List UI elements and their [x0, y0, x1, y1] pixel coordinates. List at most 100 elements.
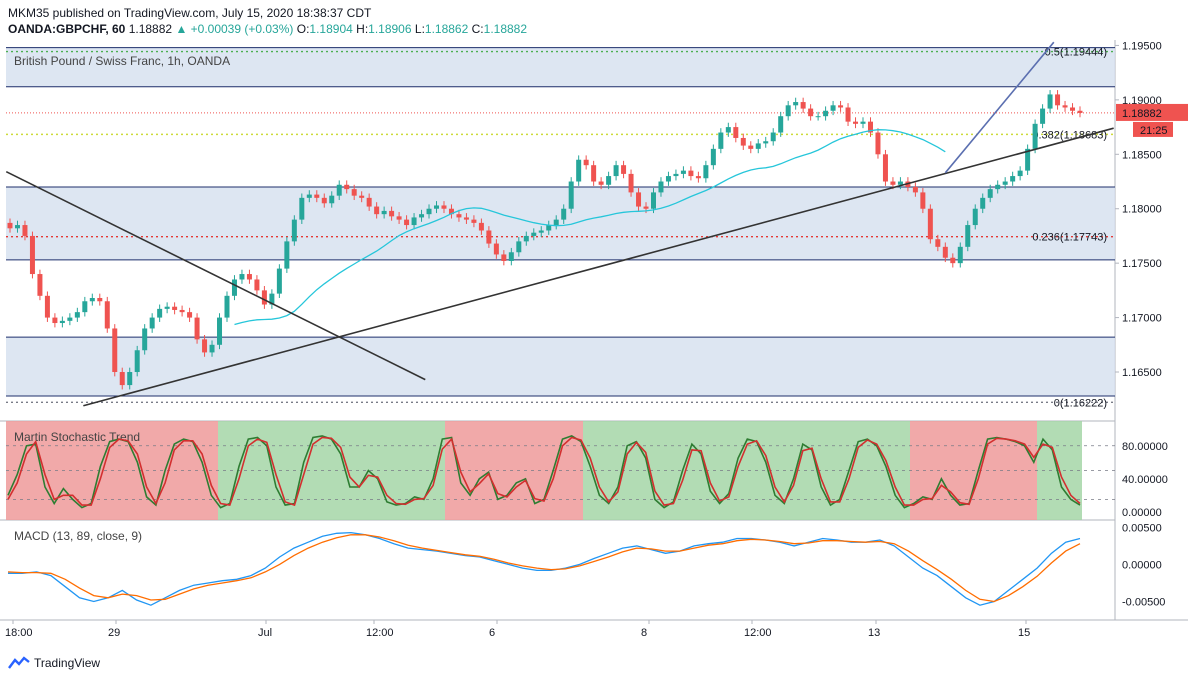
support-resistance-zone	[6, 337, 1115, 396]
candle-body	[830, 105, 836, 111]
candle-body	[1077, 110, 1083, 113]
candle-body	[823, 110, 829, 117]
open-label: O:	[296, 22, 310, 36]
stoch-series-line	[7, 436, 1081, 507]
candle-body	[463, 217, 469, 220]
candle-body	[14, 225, 20, 229]
candle-body	[478, 222, 484, 231]
candle-body	[419, 214, 425, 218]
candle-body	[882, 154, 888, 182]
candle-body	[7, 222, 13, 229]
candle-body	[89, 297, 95, 302]
candle-body	[269, 293, 275, 305]
candle-body	[942, 246, 948, 258]
fib-level-label: 0(1.16222)	[1054, 397, 1107, 409]
candle-body	[67, 317, 73, 321]
candle-body	[1062, 105, 1068, 108]
time-tick-label: 13	[868, 627, 880, 639]
candle-body	[591, 165, 597, 182]
candle-body	[359, 195, 365, 198]
candle-body	[239, 274, 245, 280]
candle-body	[838, 105, 844, 108]
candle-body	[217, 317, 223, 345]
candle-body	[808, 108, 814, 117]
ascending-trendline	[83, 127, 1114, 407]
candle-body	[501, 254, 507, 261]
candle-body	[209, 344, 215, 353]
candle-body	[516, 241, 522, 253]
candle-body	[411, 217, 417, 226]
candle-body	[531, 232, 537, 236]
time-tick-label: Jul	[258, 627, 272, 639]
candle-body	[374, 206, 380, 215]
candle-body	[1025, 148, 1031, 171]
candle-body	[224, 295, 230, 318]
candle-body	[202, 339, 208, 353]
candle-body	[636, 192, 642, 207]
support-resistance-zone	[6, 186, 1115, 260]
close-value: 1.18882	[483, 22, 528, 36]
candle-body	[284, 241, 290, 269]
candle-body	[561, 208, 567, 220]
candle-body	[306, 194, 312, 198]
candle-body	[658, 181, 664, 193]
candle-body	[875, 132, 881, 155]
time-tick-label: 15	[1018, 627, 1030, 639]
time-tick-label: 18:00	[5, 627, 33, 639]
pane-title: British Pound / Swiss Franc, 1h, OANDA	[14, 54, 230, 68]
candle-body	[486, 230, 492, 244]
fib-level-label: 0.5(1.19444)	[1045, 47, 1107, 59]
stoch-tick-label: 0.00000	[1122, 507, 1162, 519]
price-tick-label: 1.17500	[1122, 258, 1162, 270]
candle-body	[291, 219, 297, 242]
high-value: 1.18906	[368, 22, 412, 36]
candle-body	[261, 290, 267, 305]
candle-body	[763, 141, 769, 144]
candle-body	[351, 189, 357, 196]
countdown-tag-text: 21:25	[1140, 125, 1168, 137]
candle-body	[389, 210, 395, 217]
candle-body	[448, 208, 454, 215]
candle-body	[748, 145, 754, 149]
candle-body	[336, 184, 342, 196]
candle-body	[52, 317, 58, 324]
candle-body	[276, 268, 282, 294]
candle-body	[845, 107, 851, 122]
candle-body	[493, 243, 499, 255]
candle-body	[950, 257, 956, 264]
price-tick-label: 1.19000	[1122, 95, 1162, 107]
candle-body	[793, 102, 799, 106]
tradingview-logo[interactable]: TradingView	[8, 656, 100, 670]
candle-body	[44, 295, 50, 318]
macd-tick-label: -0.00500	[1122, 596, 1165, 608]
candle-body	[867, 121, 873, 133]
symbol-label[interactable]: OANDA:GBPCHF, 60	[8, 22, 126, 36]
candle-body	[770, 132, 776, 142]
candle-body	[441, 205, 447, 209]
candle-body	[59, 320, 65, 324]
candle-body	[860, 121, 866, 124]
low-label: L:	[414, 22, 425, 36]
high-label: H:	[356, 22, 369, 36]
candle-body	[785, 105, 791, 117]
candle-body	[621, 165, 627, 174]
candle-body	[149, 317, 155, 329]
candle-body	[740, 137, 746, 146]
last-price: 1.18882	[128, 22, 173, 36]
macd-series-line	[8, 531, 1081, 606]
candle-body	[725, 127, 731, 133]
candle-body	[456, 214, 462, 218]
candle-body	[523, 235, 529, 242]
price-tick-label: 1.17000	[1122, 313, 1162, 325]
candle-body	[927, 208, 933, 240]
candle-body	[179, 309, 185, 313]
candle-body	[329, 195, 335, 204]
candle-body	[254, 279, 260, 291]
candle-body	[134, 350, 140, 373]
moving-average-line	[234, 129, 946, 326]
ohlc-line: OANDA:GBPCHF, 60 1.18882 ▲ +0.00039 (+0.…	[8, 22, 527, 36]
pane-title: Martin Stochastic Trend	[14, 430, 140, 444]
macd-tick-label: 0.00000	[1122, 559, 1162, 571]
candle-body	[972, 208, 978, 226]
